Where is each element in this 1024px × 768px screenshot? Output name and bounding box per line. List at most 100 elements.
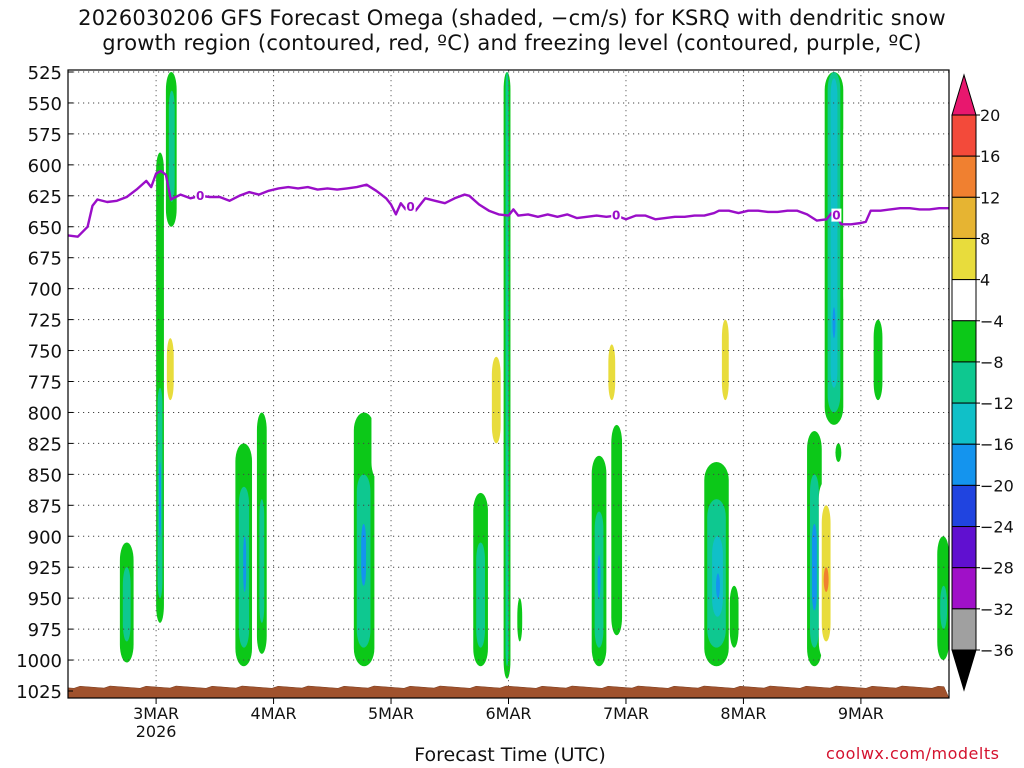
colorbar-box-9	[951, 484, 977, 528]
omega-region-23	[370, 338, 375, 382]
omega-region-14	[243, 536, 247, 592]
x-tick-label: 9MAR	[838, 704, 884, 723]
x-axis-label: Forecast Time (UTC)	[414, 744, 606, 766]
colorbar-tick-label: 12	[980, 188, 1000, 207]
y-tick-label: 975	[28, 620, 62, 641]
grid-lines	[68, 70, 949, 698]
colorbar-tick-label: −32	[980, 600, 1014, 619]
y-tick-label: 725	[28, 311, 62, 332]
colorbar-box-6	[951, 361, 977, 404]
omega-region-61	[853, 239, 862, 512]
y-tick-label: 575	[28, 125, 62, 146]
colorbar-tick-label: 4	[980, 271, 990, 290]
y-tick-label: 525	[28, 63, 62, 84]
x-tick-sublabel: 2026	[136, 722, 177, 741]
contour-label-bg-2	[611, 208, 622, 222]
colorbar-tick-label: −16	[980, 435, 1014, 454]
y-tick-label: 1000	[16, 651, 62, 672]
omega-region-48	[740, 604, 750, 623]
omega-region-30	[517, 598, 523, 642]
x-tick-label: 3MAR	[133, 704, 179, 723]
colorbar-tick-label: −28	[980, 559, 1014, 578]
colorbar-tick-label: −20	[980, 476, 1014, 495]
omega-region-27	[491, 356, 501, 444]
colorbar-box-11	[951, 567, 977, 610]
omega-region-2	[138, 226, 148, 642]
omega-region-29	[505, 72, 509, 667]
y-tick-label: 750	[28, 342, 62, 363]
y-tick-label: 775	[28, 373, 62, 394]
y-tick-label: 600	[28, 156, 62, 177]
credit-link[interactable]: coolwx.com/modelts	[826, 744, 1000, 763]
chart-title: 2026030206 GFS Forecast Omega (shaded, −…	[0, 6, 1024, 56]
y-tick-label: 650	[28, 218, 62, 239]
omega-region-47	[733, 412, 743, 500]
omega-region-55	[835, 443, 842, 462]
omega-region-11	[92, 249, 98, 274]
colorbar-box-0	[951, 114, 977, 157]
omega-region-20	[361, 523, 367, 586]
terrain-strip	[67, 685, 950, 699]
contour-label-bg-1	[405, 199, 416, 213]
omega-region-59	[832, 307, 836, 339]
omega-region-65	[940, 585, 948, 630]
omega-region-8	[159, 461, 161, 537]
y-tick-label: 950	[28, 589, 62, 610]
omega-region-63	[873, 319, 883, 401]
colorbar-box-5	[951, 320, 977, 363]
contour-label-0: 0	[196, 189, 204, 203]
omega-region-34	[597, 554, 601, 599]
color-scale-bar: 20 16 12 8 4 −4 −8 −12 −16 −20 −24 −28 −32 −36	[951, 73, 1014, 692]
omega-region-3	[166, 338, 174, 401]
colorbar-tick-label: 8	[980, 229, 990, 248]
contour-label-1: 0	[406, 200, 414, 214]
omega-region-60	[843, 115, 854, 314]
colorbar-box-8	[951, 443, 977, 486]
colorbar-box-10	[951, 526, 977, 569]
colorbar-tick-label: −8	[980, 353, 1004, 372]
omega-region-25	[476, 542, 486, 648]
omega-region-35	[611, 424, 623, 636]
y-tick-label: 700	[28, 280, 62, 301]
omega-region-10	[122, 567, 131, 642]
omega-region-44	[729, 585, 739, 648]
omega-region-16	[259, 499, 265, 623]
y-tick-label: 925	[28, 558, 62, 579]
omega-region-38	[618, 96, 622, 196]
contour-label-bg-3	[831, 208, 842, 222]
colorbar-box-12	[951, 608, 977, 651]
omega-region-31	[516, 387, 522, 487]
y-tick-label: 1025	[16, 682, 62, 703]
omega-region-17	[248, 350, 252, 376]
omega-region-54	[823, 567, 829, 592]
colorbar-top-arrow	[951, 73, 977, 116]
y-tick-label: 675	[28, 249, 62, 270]
y-tick-label: 800	[28, 403, 62, 424]
omega-region-46	[721, 319, 729, 401]
omega-region-1	[146, 78, 158, 172]
freezing-level-contour: 0 0 0 0	[68, 169, 949, 238]
chart-title-line2: growth region (contoured, red, ºC) and f…	[102, 31, 922, 55]
y-tick-label: 625	[28, 187, 62, 208]
y-tick-label: 875	[28, 496, 62, 517]
colorbar-box-1	[951, 155, 977, 198]
colorbar-tick-label: −24	[980, 518, 1014, 537]
contour-label-bg-0	[195, 188, 206, 202]
x-tick-label: 4MAR	[251, 704, 297, 723]
omega-region-62	[861, 276, 871, 401]
colorbar-tick-label: −4	[980, 312, 1004, 331]
colorbar-tick-label: 20	[980, 106, 1000, 125]
colorbar-tick-label: −36	[980, 641, 1014, 660]
contour-label-2: 0	[612, 209, 620, 223]
omega-region-5	[168, 90, 175, 202]
colorbar-tick-label: 16	[980, 147, 1000, 166]
colorbar-box-4	[951, 279, 977, 322]
x-tick-label: 6MAR	[485, 704, 531, 723]
omega-region-22	[408, 140, 412, 184]
omega-region-58	[830, 78, 838, 388]
omega-region-21	[371, 288, 389, 481]
y-tick-label: 900	[28, 527, 62, 548]
surface-terrain	[67, 685, 950, 699]
x-tick-label: 5MAR	[368, 704, 414, 723]
